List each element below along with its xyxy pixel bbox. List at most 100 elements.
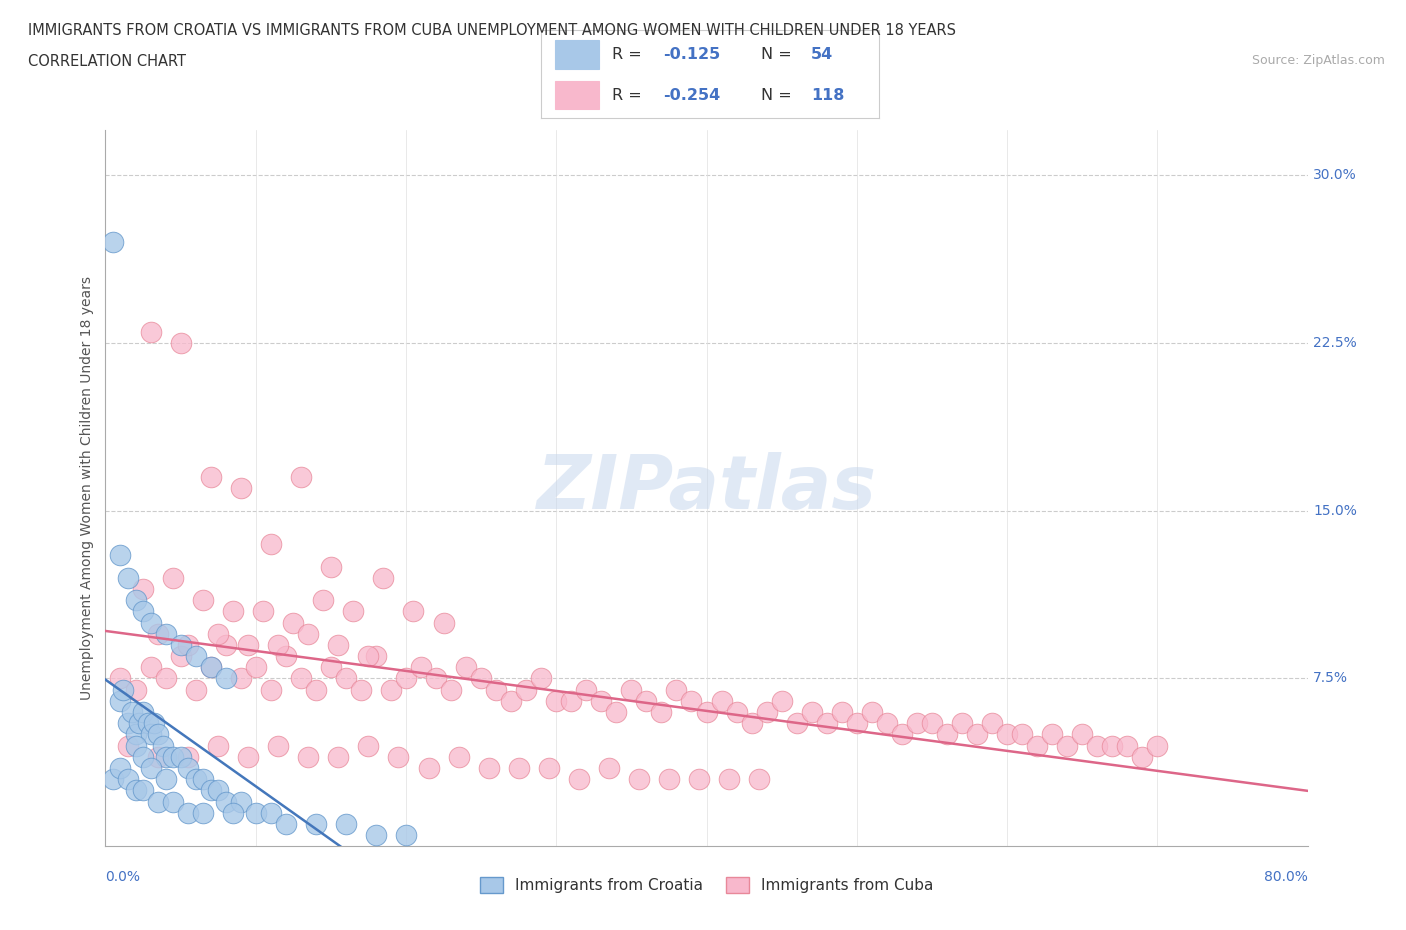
Point bbox=[245, 805, 267, 820]
Text: N =: N = bbox=[761, 87, 797, 102]
Point bbox=[395, 828, 418, 843]
Point bbox=[432, 615, 454, 630]
Point bbox=[936, 727, 959, 742]
Point bbox=[177, 761, 200, 776]
Point bbox=[335, 817, 357, 831]
Point bbox=[238, 750, 260, 764]
Point bbox=[1146, 738, 1168, 753]
Point bbox=[395, 671, 418, 686]
Point bbox=[139, 615, 162, 630]
Point bbox=[591, 694, 613, 709]
Point bbox=[995, 727, 1018, 742]
Point bbox=[155, 750, 177, 764]
Point bbox=[297, 626, 319, 641]
Point bbox=[214, 671, 236, 686]
Point bbox=[950, 716, 973, 731]
Point bbox=[142, 716, 165, 731]
Point bbox=[110, 671, 132, 686]
Point bbox=[815, 716, 838, 731]
Point bbox=[620, 683, 643, 698]
Point bbox=[283, 615, 305, 630]
Point bbox=[117, 570, 139, 585]
Point bbox=[132, 581, 155, 596]
Point bbox=[252, 604, 274, 618]
Point bbox=[117, 772, 139, 787]
Point bbox=[598, 761, 620, 776]
Point bbox=[575, 683, 598, 698]
Text: R =: R = bbox=[612, 47, 647, 62]
Point bbox=[290, 470, 312, 485]
Point bbox=[508, 761, 530, 776]
Point bbox=[636, 694, 658, 709]
Point bbox=[501, 694, 523, 709]
Point bbox=[200, 470, 222, 485]
Point bbox=[110, 548, 132, 563]
Point bbox=[146, 750, 169, 764]
Point bbox=[425, 671, 447, 686]
Text: N =: N = bbox=[761, 47, 797, 62]
Point bbox=[786, 716, 808, 731]
Point bbox=[139, 325, 162, 339]
Point bbox=[319, 660, 342, 675]
Text: 22.5%: 22.5% bbox=[1313, 336, 1357, 350]
Point bbox=[184, 772, 207, 787]
Point bbox=[229, 481, 252, 496]
Point bbox=[440, 683, 463, 698]
Point bbox=[1130, 750, 1153, 764]
Point bbox=[770, 694, 793, 709]
Point bbox=[387, 750, 409, 764]
Point bbox=[128, 716, 150, 731]
Text: 118: 118 bbox=[811, 87, 845, 102]
Point bbox=[418, 761, 440, 776]
Point bbox=[124, 783, 146, 798]
Point bbox=[117, 738, 139, 753]
Point bbox=[402, 604, 425, 618]
Point bbox=[101, 234, 124, 249]
Text: 0.0%: 0.0% bbox=[105, 870, 141, 884]
Point bbox=[162, 570, 184, 585]
Point bbox=[155, 671, 177, 686]
Point bbox=[260, 537, 283, 551]
Point bbox=[357, 738, 380, 753]
Point bbox=[342, 604, 364, 618]
Point bbox=[456, 660, 478, 675]
Point bbox=[191, 592, 214, 607]
Point bbox=[110, 761, 132, 776]
Point bbox=[921, 716, 943, 731]
Point bbox=[222, 604, 245, 618]
Point bbox=[966, 727, 988, 742]
Point bbox=[845, 716, 868, 731]
Point bbox=[831, 705, 853, 720]
Point bbox=[530, 671, 553, 686]
Point bbox=[546, 694, 568, 709]
Point bbox=[139, 660, 162, 675]
Text: R =: R = bbox=[612, 87, 647, 102]
Bar bbox=[555, 81, 599, 110]
Point bbox=[117, 716, 139, 731]
Point bbox=[155, 626, 177, 641]
Text: 54: 54 bbox=[811, 47, 834, 62]
Point bbox=[725, 705, 748, 720]
Text: Source: ZipAtlas.com: Source: ZipAtlas.com bbox=[1251, 54, 1385, 67]
Point bbox=[229, 794, 252, 809]
Point bbox=[328, 637, 350, 652]
Point bbox=[124, 592, 146, 607]
Point bbox=[184, 648, 207, 663]
Point bbox=[409, 660, 432, 675]
Point bbox=[155, 772, 177, 787]
Y-axis label: Unemployment Among Women with Children Under 18 years: Unemployment Among Women with Children U… bbox=[80, 276, 94, 700]
Point bbox=[350, 683, 373, 698]
Point bbox=[191, 772, 214, 787]
Point bbox=[665, 683, 688, 698]
Point bbox=[177, 805, 200, 820]
Point bbox=[470, 671, 492, 686]
Point bbox=[260, 683, 283, 698]
Point bbox=[905, 716, 928, 731]
Point bbox=[373, 570, 395, 585]
Point bbox=[162, 750, 184, 764]
Point bbox=[305, 683, 328, 698]
Point bbox=[110, 694, 132, 709]
Point bbox=[267, 637, 290, 652]
Point bbox=[162, 794, 184, 809]
Point bbox=[1040, 727, 1063, 742]
